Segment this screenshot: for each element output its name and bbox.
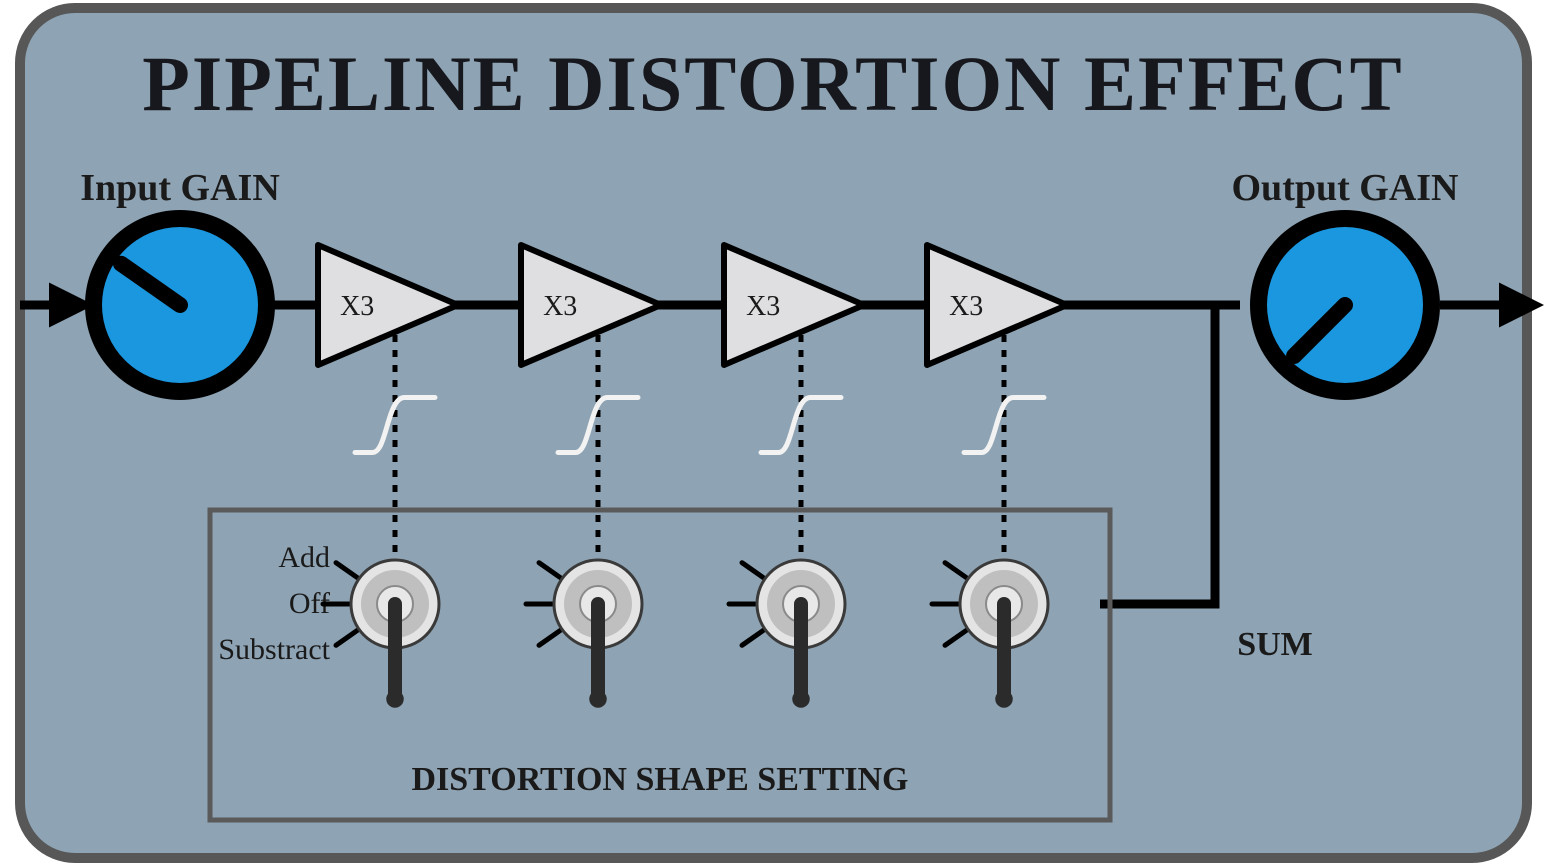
amplifier-label-3: X3 <box>746 291 780 322</box>
amplifier-label-4: X3 <box>949 291 983 322</box>
switch-lever-tip-4 <box>995 690 1013 708</box>
input-gain-label: Input GAIN <box>80 167 280 209</box>
switch-option-label-add: Add <box>278 541 330 574</box>
amplifier-label-1: X3 <box>340 291 374 322</box>
panel-frame <box>20 8 1527 858</box>
switch-option-label-substract: Substract <box>218 633 330 666</box>
switch-lever-tip-3 <box>792 690 810 708</box>
switch-lever-tip-2 <box>589 690 607 708</box>
diagram-title: PIPELINE DISTORTION EFFECT <box>142 40 1403 127</box>
sum-label: SUM <box>1237 626 1313 663</box>
output-gain-label: Output GAIN <box>1232 167 1459 209</box>
amplifier-label-2: X3 <box>543 291 577 322</box>
switch-lever-tip-1 <box>386 690 404 708</box>
section-label: DISTORTION SHAPE SETTING <box>411 761 908 798</box>
